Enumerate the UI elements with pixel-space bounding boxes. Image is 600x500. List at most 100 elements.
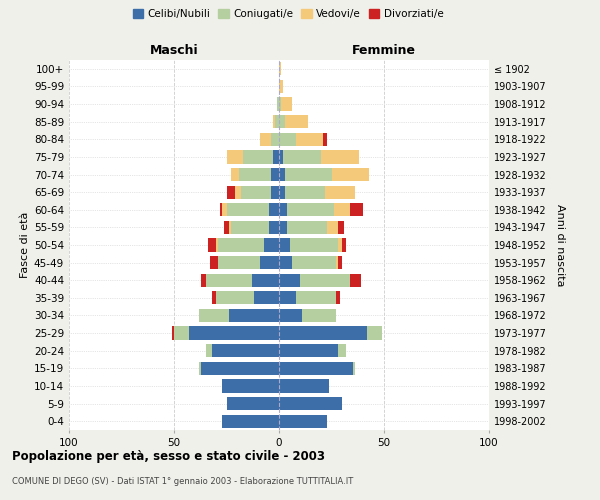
Bar bbox=[279, 414, 328, 428]
Text: Maschi: Maschi bbox=[149, 44, 199, 58]
Text: Popolazione per età, sesso e stato civile - 2003: Popolazione per età, sesso e stato civil… bbox=[12, 450, 325, 463]
Bar bbox=[272, 115, 275, 128]
Bar bbox=[227, 186, 235, 198]
Bar bbox=[271, 168, 279, 181]
Bar bbox=[279, 132, 296, 146]
Bar bbox=[244, 150, 272, 164]
Bar bbox=[279, 380, 329, 392]
Bar bbox=[216, 291, 254, 304]
Bar bbox=[223, 203, 227, 216]
Bar bbox=[279, 238, 290, 252]
Bar bbox=[269, 221, 279, 234]
Bar bbox=[199, 362, 202, 375]
Bar bbox=[338, 256, 342, 269]
Bar bbox=[269, 203, 279, 216]
Bar bbox=[279, 291, 296, 304]
Bar bbox=[287, 221, 328, 234]
Bar bbox=[279, 98, 281, 110]
Bar bbox=[202, 362, 279, 375]
Bar bbox=[279, 397, 342, 410]
Bar bbox=[172, 326, 174, 340]
Bar bbox=[279, 344, 338, 358]
Bar bbox=[296, 291, 336, 304]
Bar bbox=[235, 186, 241, 198]
Bar bbox=[205, 274, 252, 287]
Y-axis label: Fasce di età: Fasce di età bbox=[20, 212, 30, 278]
Text: COMUNE DI DEGO (SV) - Dati ISTAT 1° gennaio 2003 - Elaborazione TUTTITALIA.IT: COMUNE DI DEGO (SV) - Dati ISTAT 1° genn… bbox=[12, 478, 353, 486]
Bar bbox=[231, 168, 239, 181]
Bar bbox=[275, 115, 279, 128]
Bar bbox=[279, 150, 283, 164]
Bar bbox=[227, 203, 269, 216]
Bar bbox=[336, 256, 338, 269]
Bar bbox=[279, 115, 286, 128]
Bar bbox=[189, 326, 279, 340]
Bar bbox=[277, 98, 279, 110]
Bar bbox=[338, 221, 344, 234]
Bar bbox=[328, 221, 338, 234]
Bar bbox=[220, 203, 223, 216]
Bar bbox=[338, 238, 342, 252]
Bar bbox=[290, 238, 338, 252]
Y-axis label: Anni di nascita: Anni di nascita bbox=[555, 204, 565, 286]
Bar bbox=[199, 309, 229, 322]
Bar bbox=[279, 62, 281, 76]
Bar bbox=[350, 203, 363, 216]
Bar bbox=[279, 274, 300, 287]
Bar bbox=[224, 221, 229, 234]
Bar bbox=[230, 221, 269, 234]
Bar bbox=[334, 203, 350, 216]
Bar bbox=[302, 309, 336, 322]
Bar bbox=[287, 203, 334, 216]
Bar bbox=[296, 132, 323, 146]
Text: Femmine: Femmine bbox=[352, 44, 416, 58]
Bar bbox=[218, 238, 265, 252]
Bar bbox=[223, 380, 279, 392]
Bar bbox=[227, 397, 279, 410]
Bar bbox=[216, 238, 218, 252]
Bar bbox=[325, 186, 355, 198]
Bar bbox=[300, 274, 350, 287]
Bar bbox=[323, 132, 328, 146]
Bar bbox=[202, 274, 205, 287]
Bar bbox=[279, 221, 287, 234]
Bar bbox=[212, 344, 279, 358]
Bar bbox=[367, 326, 382, 340]
Bar bbox=[279, 362, 353, 375]
Bar bbox=[205, 344, 212, 358]
Bar bbox=[281, 98, 292, 110]
Bar bbox=[279, 203, 287, 216]
Bar bbox=[241, 186, 271, 198]
Bar bbox=[271, 186, 279, 198]
Bar bbox=[286, 115, 308, 128]
Bar bbox=[227, 150, 244, 164]
Bar bbox=[338, 344, 346, 358]
Bar bbox=[353, 362, 355, 375]
Bar bbox=[336, 291, 340, 304]
Bar bbox=[229, 309, 279, 322]
Bar bbox=[212, 291, 216, 304]
Bar bbox=[279, 256, 292, 269]
Bar bbox=[254, 291, 279, 304]
Bar bbox=[229, 221, 231, 234]
Bar bbox=[252, 274, 279, 287]
Bar bbox=[279, 326, 367, 340]
Bar bbox=[342, 238, 346, 252]
Bar bbox=[208, 238, 216, 252]
Bar bbox=[260, 132, 271, 146]
Bar bbox=[321, 150, 359, 164]
Bar bbox=[174, 326, 189, 340]
Legend: Celibi/Nubili, Coniugati/e, Vedovi/e, Divorziati/e: Celibi/Nubili, Coniugati/e, Vedovi/e, Di… bbox=[128, 5, 448, 24]
Bar bbox=[210, 256, 218, 269]
Bar bbox=[279, 186, 286, 198]
Bar bbox=[350, 274, 361, 287]
Bar bbox=[272, 150, 279, 164]
Bar bbox=[218, 256, 260, 269]
Bar bbox=[283, 150, 321, 164]
Bar bbox=[292, 256, 336, 269]
Bar bbox=[286, 168, 331, 181]
Bar bbox=[271, 132, 279, 146]
Bar bbox=[279, 80, 283, 93]
Bar bbox=[265, 238, 279, 252]
Bar bbox=[223, 414, 279, 428]
